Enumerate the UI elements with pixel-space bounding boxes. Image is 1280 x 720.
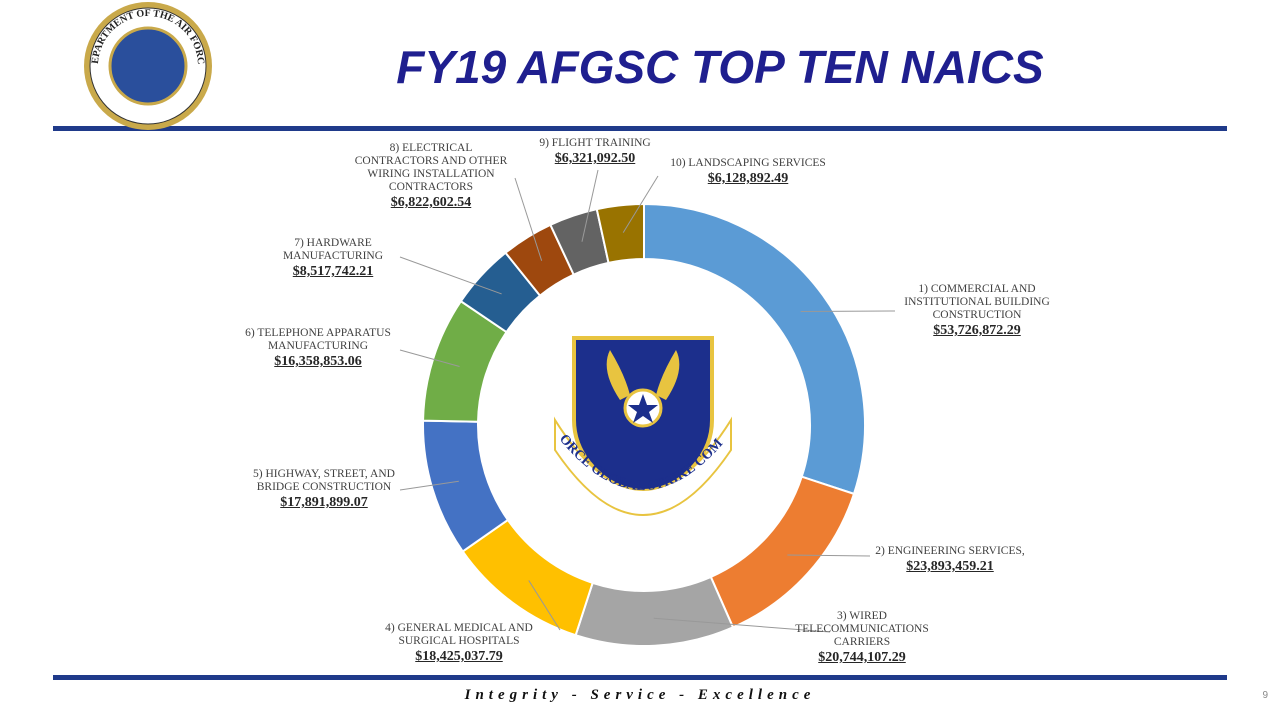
leader-line <box>653 617 831 633</box>
data-label: 3) WIRED TELECOMMUNICATIONS CARRIERS $20,… <box>782 610 942 666</box>
data-label: 4) GENERAL MEDICAL AND SURGICAL HOSPITAL… <box>374 622 544 665</box>
value-label: $6,321,092.50 <box>554 151 636 166</box>
value-label: $6,822,602.54 <box>390 195 472 210</box>
leader-line <box>581 169 599 242</box>
seal: DEPARTMENT OF THE AIR FORCE <box>0 0 212 130</box>
category-label: 1) COMMERCIAL AND INSTITUTIONAL BUILDING… <box>904 283 1050 321</box>
donut-slice <box>709 475 856 629</box>
category-label: 3) WIRED TELECOMMUNICATIONS CARRIERS <box>795 610 929 648</box>
value-label: $23,893,459.21 <box>906 559 994 574</box>
category-label: 5) HIGHWAY, STREET, AND BRIDGE CONSTRUCT… <box>253 468 395 493</box>
footer: Integrity - Service - Excellence <box>464 687 816 703</box>
donut-slice <box>574 575 735 647</box>
data-label: 1) COMMERCIAL AND INSTITUTIONAL BUILDING… <box>892 283 1062 339</box>
value-label: $17,891,899.07 <box>280 495 368 510</box>
category-label: 8) ELECTRICAL CONTRACTORS AND OTHER WIRI… <box>354 142 508 193</box>
leader-line <box>528 580 561 631</box>
category-label: 10) LANDSCAPING SERVICES <box>670 157 826 169</box>
value-label: $6,128,892.49 <box>707 171 789 186</box>
category-label: 9) FLIGHT TRAINING <box>539 137 651 149</box>
category-label: 2) ENGINEERING SERVICES, <box>875 545 1025 557</box>
data-label: 6) TELEPHONE APPARATUS MANUFACTURING $16,… <box>228 327 408 370</box>
category-label: 7) HARDWARE MANUFACTURING <box>282 237 384 262</box>
leader-line <box>399 480 459 491</box>
value-label: $20,744,107.29 <box>818 650 906 665</box>
bottom-rule <box>53 675 1227 680</box>
value-label: $53,726,872.29 <box>933 323 1021 338</box>
data-label: 8) ELECTRICAL CONTRACTORS AND OTHER WIRI… <box>351 142 511 211</box>
chart-title: FY19 AFGSC TOP TEN NAICS <box>396 41 1044 93</box>
data-label: 10) LANDSCAPING SERVICES $6,128,892.49 <box>658 157 838 187</box>
category-label: 4) GENERAL MEDICAL AND SURGICAL HOSPITAL… <box>385 622 533 647</box>
data-label: 7) HARDWARE MANUFACTURING $8,517,742.21 <box>268 237 398 280</box>
data-label: 5) HIGHWAY, STREET, AND BRIDGE CONSTRUCT… <box>239 468 409 511</box>
leader-line <box>399 349 460 368</box>
leader-line <box>514 177 543 261</box>
leader-line <box>787 554 871 557</box>
leader-line <box>622 175 659 233</box>
leader-line <box>399 256 502 295</box>
top-rule <box>53 126 1227 131</box>
value-label: $8,517,742.21 <box>292 264 374 279</box>
value-label: $18,425,037.79 <box>415 649 503 664</box>
value-label: $16,358,853.06 <box>274 354 362 369</box>
data-label: 2) ENGINEERING SERVICES, $23,893,459.21 <box>865 545 1035 575</box>
data-label: 9) FLIGHT TRAINING $6,321,092.50 <box>525 137 665 167</box>
category-label: 6) TELEPHONE APPARATUS MANUFACTURING <box>245 327 391 352</box>
page-number: 9 <box>1262 690 1268 701</box>
